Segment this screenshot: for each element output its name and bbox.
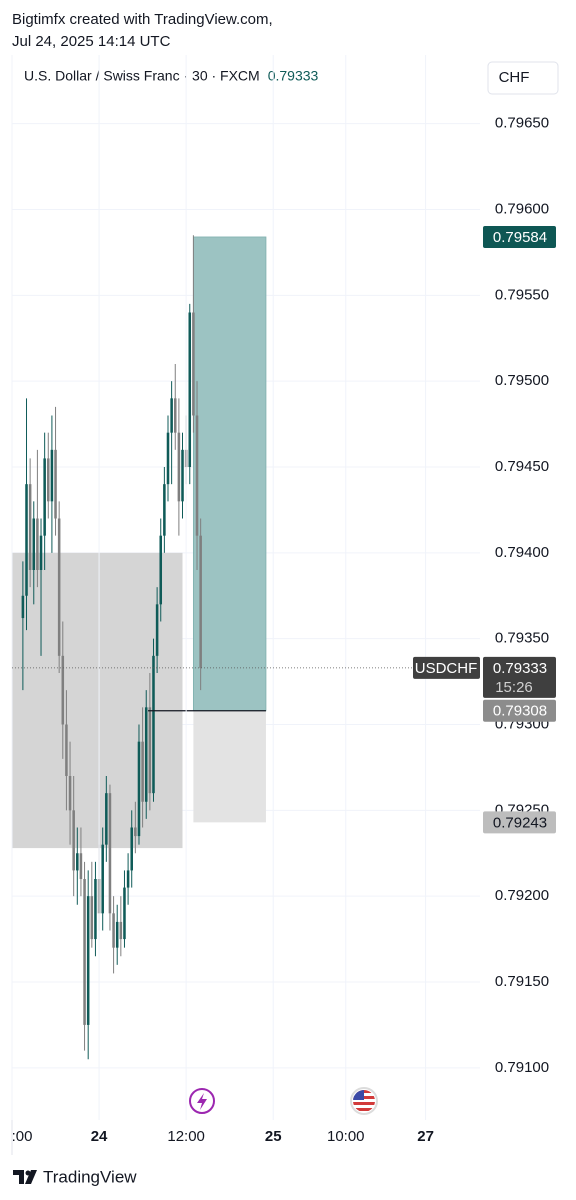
- candle-body: [36, 518, 39, 570]
- candle-body: [39, 535, 43, 570]
- candle-body: [134, 827, 137, 837]
- candle-body: [54, 449, 57, 519]
- candle-body: [141, 741, 144, 802]
- candle-body: [137, 741, 141, 837]
- candle-body: [181, 449, 184, 502]
- candle-body: [126, 870, 130, 888]
- candle-body: [50, 449, 54, 502]
- candle-body: [83, 879, 86, 1025]
- last-price-bg: [483, 656, 556, 698]
- date-line: Jul 24, 2025 14:14 UTC: [12, 33, 171, 50]
- brand: TradingView: [43, 1167, 137, 1186]
- candle-body: [25, 484, 28, 596]
- candle-body: [192, 312, 195, 416]
- candle-body: [173, 398, 177, 433]
- entry-label-bg: [483, 699, 556, 722]
- candle-body: [86, 896, 90, 1025]
- header-price: 0.79333: [268, 68, 319, 84]
- us-flag: [353, 1090, 375, 1112]
- x-tick-label: 10:00: [327, 1128, 365, 1145]
- y-tick-label: 0.79100: [495, 1059, 549, 1076]
- candle-body: [148, 707, 152, 794]
- plot: [12, 123, 480, 1069]
- candle-body: [101, 844, 104, 914]
- candle-body: [163, 484, 166, 536]
- last-price-label: 0.79333: [493, 660, 547, 677]
- candle-body: [65, 724, 68, 776]
- x-tick-label: :00: [12, 1128, 33, 1145]
- profit-zone: [192, 236, 267, 712]
- entry-label: 0.79308: [493, 703, 547, 720]
- candle-body: [94, 879, 97, 940]
- candle-body: [159, 535, 163, 605]
- candle-body: [32, 518, 36, 570]
- x-tick-label: 27: [417, 1128, 434, 1145]
- currency-box[interactable]: [487, 61, 559, 95]
- y-tick-label: 0.79450: [495, 458, 549, 475]
- candle-body: [144, 707, 148, 802]
- candle-body: [166, 432, 170, 485]
- symbol-bg: [413, 656, 480, 679]
- currency[interactable]: CHF: [499, 69, 530, 86]
- candle-body: [72, 810, 75, 871]
- candle-body: [119, 921, 123, 940]
- candle-body: [108, 793, 112, 914]
- candle-body: [177, 432, 181, 502]
- candle-body: [68, 776, 72, 811]
- candle-body: [90, 896, 94, 940]
- countdown: 15:26: [495, 679, 533, 696]
- candle-body: [130, 827, 133, 871]
- candle-body: [170, 398, 173, 433]
- x-tick-label: 25: [265, 1128, 282, 1145]
- candle-body: [155, 604, 159, 656]
- candle-body: [105, 793, 108, 845]
- loss-zone: [193, 710, 266, 823]
- target-label: 0.79584: [493, 229, 547, 246]
- x-tick-label: 24: [91, 1128, 108, 1145]
- candle-body: [188, 312, 192, 467]
- y-tick-label: 0.79550: [495, 286, 549, 303]
- stop-label-bg: [483, 811, 556, 834]
- candle-body: [47, 458, 50, 502]
- candle-body: [76, 853, 79, 871]
- candle-body: [21, 595, 25, 619]
- candle-body: [199, 535, 202, 668]
- candle-body: [152, 655, 155, 794]
- event-icons[interactable]: [189, 1087, 378, 1115]
- x-tick-label: 12:00: [167, 1128, 205, 1145]
- candle-body: [115, 921, 119, 948]
- candle-body: [112, 913, 115, 948]
- symbol-label: USDCHF: [415, 660, 478, 677]
- candle-body: [195, 415, 199, 536]
- y-tick-label: 0.79400: [495, 544, 549, 561]
- lightning: [197, 1093, 207, 1110]
- y-tick-label: 0.79650: [495, 115, 549, 132]
- candle-body: [79, 853, 83, 879]
- y-tick-label: 0.79600: [495, 200, 549, 217]
- y-tick-label: 0.79200: [495, 887, 549, 904]
- candle-body: [43, 458, 46, 536]
- author-line: Bigtimfx created with TradingView.com,: [12, 11, 273, 28]
- stop-label: 0.79243: [493, 814, 547, 831]
- tv-logo: [13, 1170, 37, 1184]
- candle-body: [57, 518, 61, 656]
- candle-body: [28, 484, 32, 570]
- candle-body: [61, 655, 65, 725]
- target-label-bg: [483, 225, 556, 248]
- y-tick-label: 0.79350: [495, 630, 549, 647]
- y-tick-label: 0.79500: [495, 372, 549, 389]
- y-tick-label: 0.79150: [495, 973, 549, 990]
- candle-body: [123, 887, 126, 940]
- chart-title: U.S. Dollar / Swiss Franc · 30 · FXCM: [24, 68, 260, 84]
